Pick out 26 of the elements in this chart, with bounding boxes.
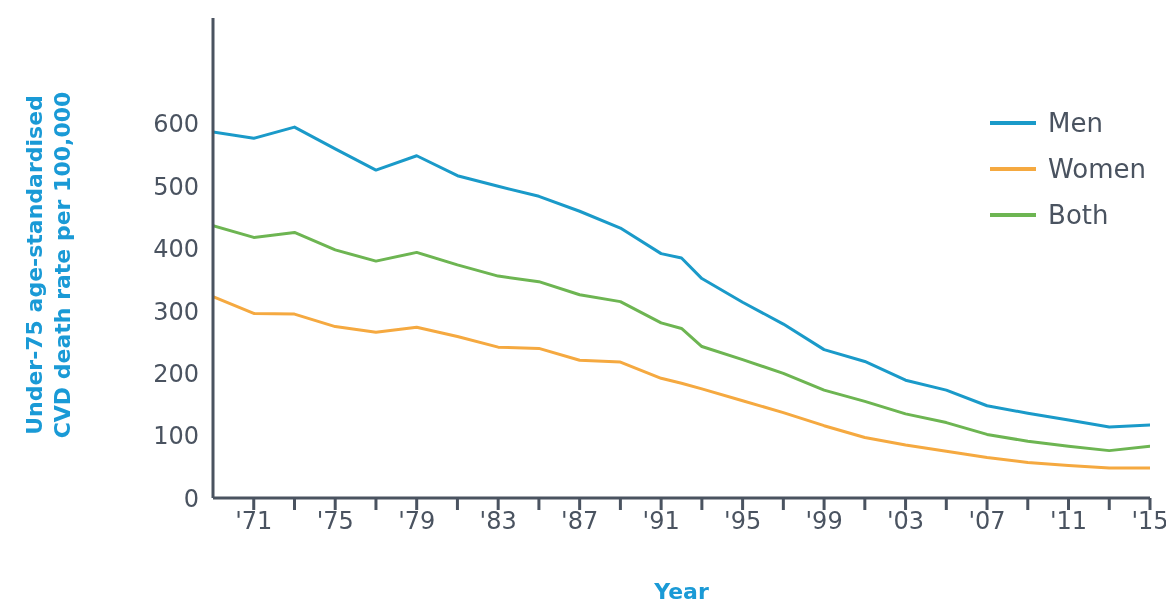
line-series <box>213 295 1150 470</box>
x-tick-label: '07 <box>968 507 1006 536</box>
x-tick-label: '95 <box>724 507 762 536</box>
x-axis-title: Year <box>653 579 709 603</box>
y-tick-label: 400 <box>153 235 199 264</box>
x-tick-label: '87 <box>561 507 599 536</box>
y-tick-label: 300 <box>153 297 199 326</box>
x-tick-label: '83 <box>479 507 517 536</box>
x-tick-label: '79 <box>398 507 436 536</box>
legend-label: Women <box>1048 154 1146 184</box>
x-tick-label: '15 <box>1131 507 1166 536</box>
y-tick-label: 0 <box>183 484 199 513</box>
y-tick-label: 200 <box>153 359 199 388</box>
x-tick-label: '71 <box>235 507 273 536</box>
y-tick-label: 600 <box>153 110 199 139</box>
y-axis-title: Under-75 age-standardised CVD death rate per 100,000 <box>22 91 75 439</box>
y-tick-label: 100 <box>153 422 199 451</box>
x-tick-label: '03 <box>886 507 925 536</box>
x-tick-label: '11 <box>1049 507 1088 536</box>
legend-label: Both <box>1048 200 1109 230</box>
x-tick-label: '75 <box>316 507 354 536</box>
x-tick-label: '91 <box>642 507 680 536</box>
y-tick-label: 500 <box>153 172 199 201</box>
x-tick-label: '99 <box>805 507 843 536</box>
line-series <box>213 224 1150 453</box>
legend-label: Men <box>1048 108 1104 138</box>
